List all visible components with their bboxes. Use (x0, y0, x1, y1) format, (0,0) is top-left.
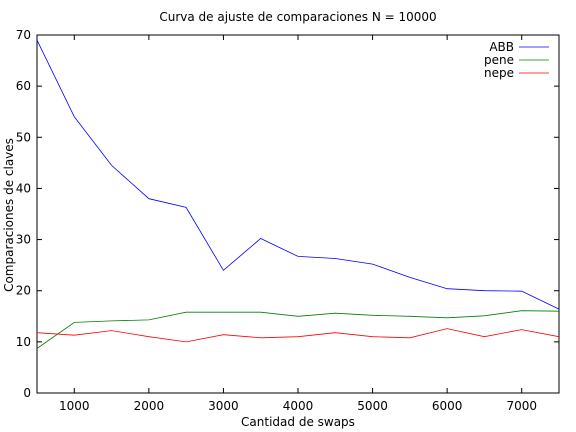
series-lines (36, 39, 560, 349)
x-tick-label: 7000 (506, 399, 537, 413)
plot-frame (36, 34, 560, 394)
y-tick-label: 10 (16, 335, 31, 349)
y-tick-label: 40 (16, 181, 31, 195)
x-tick-label: 3000 (208, 399, 239, 413)
x-axis-label: Cantidad de swaps (241, 415, 355, 429)
plot-area: 1000 2000 3000 4000 5000 6000 7000 0 10 20 30 40 50 6… (16, 28, 560, 413)
y-tick-label: 70 (16, 28, 31, 42)
x-tick-label: 5000 (357, 399, 388, 413)
y-tick-label: 60 (16, 79, 31, 93)
chart-title: Curva de ajuste de comparaciones N = 100… (159, 10, 436, 24)
x-tick-label: 4000 (283, 399, 314, 413)
legend-label: ABB (489, 40, 514, 54)
series-line-nepe (36, 328, 560, 343)
series-line-pene (36, 310, 560, 349)
x-tick-label: 6000 (432, 399, 463, 413)
y-axis-label: Comparaciones de claves (2, 138, 16, 292)
y-tick-label: 0 (23, 386, 31, 400)
x-tick-label: 2000 (134, 399, 165, 413)
y-tick-label: 50 (16, 130, 31, 144)
y-tick-label: 30 (16, 233, 31, 247)
legend-label: pene (484, 53, 514, 67)
series-line-ABB (36, 39, 560, 310)
x-tick-label: 1000 (59, 399, 90, 413)
legend-label: nepe (484, 66, 514, 80)
y-tick-label: 20 (16, 284, 31, 298)
